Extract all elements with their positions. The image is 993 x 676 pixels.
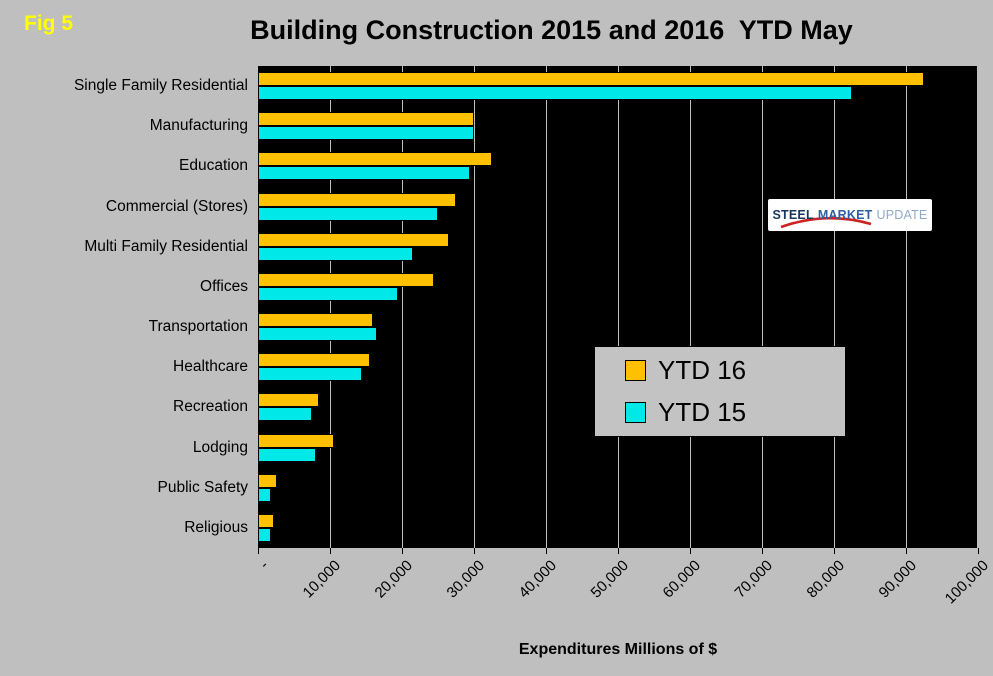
category-axis: Single Family Residential Manufacturing Ed… xyxy=(0,66,248,548)
gridline xyxy=(834,66,835,548)
tick-mark xyxy=(834,548,835,554)
category-label: Transportation xyxy=(148,318,248,335)
bar-ytd16 xyxy=(258,272,435,287)
tick-mark xyxy=(402,548,403,554)
tick-mark xyxy=(906,548,907,554)
plot-area xyxy=(258,66,978,548)
bar-ytd16 xyxy=(258,433,334,448)
x-tick-label: 20,000 xyxy=(371,557,417,602)
category-label: Lodging xyxy=(192,438,248,456)
category-label: Education xyxy=(179,157,248,175)
category-label: Religious xyxy=(184,518,248,536)
tick-mark xyxy=(762,548,763,554)
gridline xyxy=(474,66,475,548)
gridline xyxy=(330,66,331,548)
figure-number: Fig 5 xyxy=(24,12,74,35)
bar-ytd16 xyxy=(258,513,274,528)
logo-word-steel: STEEL xyxy=(772,208,814,222)
legend: YTD 16 YTD 15 xyxy=(594,346,846,437)
legend-item-ytd15: YTD 15 xyxy=(625,397,845,428)
x-tick-label: 70,000 xyxy=(731,557,777,602)
gridline xyxy=(546,66,547,548)
tick-mark xyxy=(546,548,547,554)
legend-swatch-ytd15 xyxy=(625,402,646,423)
bar-ytd15 xyxy=(258,206,438,221)
x-tick-label: 100,000 xyxy=(941,557,993,608)
logo-word-update: UPDATE xyxy=(876,208,928,222)
logo-word-market: MARKET xyxy=(817,208,873,222)
category-label: Commercial (Stores) xyxy=(105,197,248,215)
category-label: Public Safety xyxy=(157,478,248,496)
bar-ytd15 xyxy=(258,407,312,422)
bar-ytd15 xyxy=(258,166,471,181)
category-label: Offices xyxy=(200,277,248,295)
bar-ytd15 xyxy=(258,487,271,502)
gridline xyxy=(618,66,619,548)
bar-ytd15 xyxy=(258,86,852,101)
x-tick-label: 80,000 xyxy=(803,557,849,602)
bar-ytd15 xyxy=(258,527,271,542)
bar-ytd15 xyxy=(258,447,316,462)
x-tick-label: 10,000 xyxy=(299,557,345,602)
tick-mark xyxy=(978,548,979,554)
x-tick-label: 40,000 xyxy=(515,557,561,602)
tick-mark xyxy=(258,548,259,554)
steel-market-update-logo: STEEL MARKET UPDATE xyxy=(768,199,932,231)
x-tick-label: 90,000 xyxy=(875,557,921,602)
legend-label-ytd15: YTD 15 xyxy=(658,397,747,427)
tick-mark xyxy=(330,548,331,554)
bar-ytd15 xyxy=(258,367,363,382)
tick-mark xyxy=(690,548,691,554)
bar-ytd16 xyxy=(258,112,474,127)
bar-ytd15 xyxy=(258,286,399,301)
category-label: Recreation xyxy=(173,398,248,416)
bar-ytd16 xyxy=(258,353,370,368)
gridline xyxy=(906,66,907,548)
category-label: Manufacturing xyxy=(149,117,248,135)
bar-ytd15 xyxy=(258,246,413,261)
legend-label-ytd16: YTD 16 xyxy=(658,355,747,385)
x-axis-title: Expenditures Millions of $ xyxy=(518,641,718,658)
x-tick-label: 60,000 xyxy=(659,557,705,602)
gridline xyxy=(977,66,978,548)
bar-ytd15 xyxy=(258,327,377,342)
gridline xyxy=(762,66,763,548)
category-label: Healthcare xyxy=(173,358,248,376)
bar-ytd16 xyxy=(258,192,456,207)
bar-ytd16 xyxy=(258,72,924,87)
x-tick-label: - xyxy=(256,557,273,573)
gridline xyxy=(402,66,403,548)
logo-swoosh-icon xyxy=(780,217,872,229)
legend-swatch-ytd16 xyxy=(625,360,646,381)
category-label: Single Family Residential xyxy=(73,77,248,94)
x-tick-label: 50,000 xyxy=(587,557,633,602)
x-tick-label: 30,000 xyxy=(443,557,489,602)
chart-title: Building Construction 2015 and 2016 YTD … xyxy=(250,15,853,45)
bar-ytd16 xyxy=(258,152,492,167)
bar-ytd16 xyxy=(258,232,449,247)
bar-ytd16 xyxy=(258,393,320,408)
gridline xyxy=(690,66,691,548)
tick-mark xyxy=(474,548,475,554)
tick-mark xyxy=(618,548,619,554)
bar-ytd15 xyxy=(258,126,474,141)
bar-ytd16 xyxy=(258,473,277,488)
legend-item-ytd16: YTD 16 xyxy=(625,355,845,386)
category-label: Multi Family Residential xyxy=(84,237,248,255)
bar-ytd16 xyxy=(258,313,374,328)
